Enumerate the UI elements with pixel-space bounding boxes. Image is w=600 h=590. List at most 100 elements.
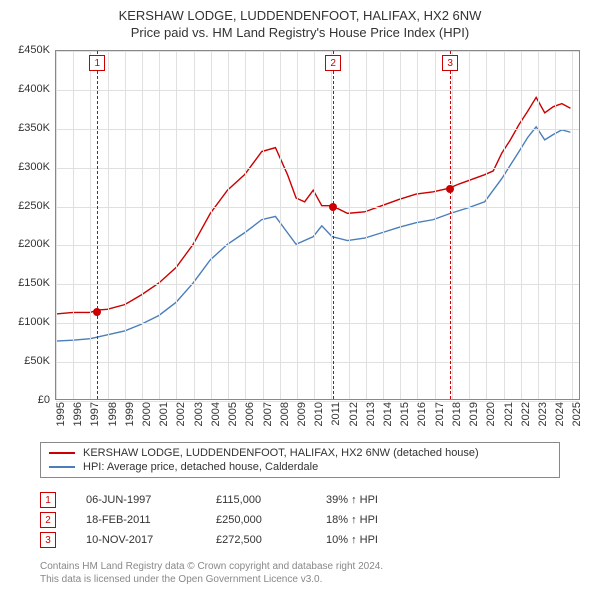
x-tick-label: 1996 (72, 402, 84, 426)
event-marker (446, 185, 454, 193)
y-tick-label: £150K (18, 277, 50, 289)
x-tick-label: 2011 (330, 402, 342, 426)
legend-swatch (49, 466, 75, 468)
gridline-v (486, 51, 487, 399)
legend-swatch (49, 452, 75, 454)
gridline-v (366, 51, 367, 399)
legend-label: HPI: Average price, detached house, Cald… (83, 461, 318, 473)
x-tick-label: 2025 (571, 402, 583, 426)
x-tick-label: 1995 (55, 402, 67, 426)
x-tick-label: 2005 (227, 402, 239, 426)
transaction-row: 218-FEB-2011£250,00018% ↑ HPI (40, 510, 560, 530)
x-tick-label: 2009 (296, 402, 308, 426)
x-axis: 1995199619971998199920002001200220032004… (55, 400, 580, 440)
y-tick-label: £250K (18, 200, 50, 212)
transaction-date: 06-JUN-1997 (86, 494, 186, 506)
gridline-v (297, 51, 298, 399)
gridline-v (159, 51, 160, 399)
gridline-v (555, 51, 556, 399)
legend-label: KERSHAW LODGE, LUDDENDENFOOT, HALIFAX, H… (83, 447, 479, 459)
gridline-v (125, 51, 126, 399)
y-tick-label: £200K (18, 238, 50, 250)
gridline-v (572, 51, 573, 399)
x-tick-label: 2015 (399, 402, 411, 426)
gridline-h (56, 284, 579, 285)
gridline-v (349, 51, 350, 399)
transaction-date: 10-NOV-2017 (86, 534, 186, 546)
y-tick-label: £450K (18, 44, 50, 56)
y-tick-label: £50K (24, 355, 50, 367)
x-tick-label: 2001 (158, 402, 170, 426)
gridline-v (435, 51, 436, 399)
transaction-pct: 18% ↑ HPI (326, 514, 416, 526)
gridline-v (73, 51, 74, 399)
gridline-v (383, 51, 384, 399)
gridline-v (314, 51, 315, 399)
x-tick-label: 2002 (175, 402, 187, 426)
footer: Contains HM Land Registry data © Crown c… (40, 560, 383, 586)
gridline-v (194, 51, 195, 399)
gridline-v (211, 51, 212, 399)
x-tick-label: 1998 (107, 402, 119, 426)
gridline-v (452, 51, 453, 399)
gridline-h (56, 51, 579, 52)
gridline-v (108, 51, 109, 399)
x-tick-label: 2004 (210, 402, 222, 426)
y-tick-label: £100K (18, 316, 50, 328)
legend-row: HPI: Average price, detached house, Cald… (49, 460, 551, 474)
event-marker (93, 308, 101, 316)
gridline-h (56, 245, 579, 246)
gridline-h (56, 207, 579, 208)
x-tick-label: 2020 (485, 402, 497, 426)
gridline-v (90, 51, 91, 399)
x-tick-label: 2012 (348, 402, 360, 426)
transaction-row: 106-JUN-1997£115,00039% ↑ HPI (40, 490, 560, 510)
x-tick-label: 2007 (262, 402, 274, 426)
event-line (333, 51, 334, 399)
gridline-v (245, 51, 246, 399)
x-tick-label: 2023 (537, 402, 549, 426)
title-block: KERSHAW LODGE, LUDDENDENFOOT, HALIFAX, H… (0, 0, 600, 44)
gridline-h (56, 323, 579, 324)
gridline-v (263, 51, 264, 399)
transaction-price: £272,500 (216, 534, 296, 546)
gridline-v (142, 51, 143, 399)
event-box: 3 (442, 55, 458, 71)
transaction-pct: 39% ↑ HPI (326, 494, 416, 506)
gridline-v (521, 51, 522, 399)
x-tick-label: 2016 (416, 402, 428, 426)
chart-svg (56, 51, 579, 399)
y-tick-label: £400K (18, 83, 50, 95)
x-tick-label: 2010 (313, 402, 325, 426)
title-line1: KERSHAW LODGE, LUDDENDENFOOT, HALIFAX, H… (20, 8, 580, 23)
gridline-v (228, 51, 229, 399)
gridline-v (280, 51, 281, 399)
gridline-v (504, 51, 505, 399)
x-tick-label: 2013 (365, 402, 377, 426)
gridline-h (56, 168, 579, 169)
transaction-box: 2 (40, 512, 56, 528)
transaction-box: 1 (40, 492, 56, 508)
x-tick-label: 2014 (382, 402, 394, 426)
event-line (450, 51, 451, 399)
gridline-v (469, 51, 470, 399)
gridline-h (56, 90, 579, 91)
x-tick-label: 2000 (141, 402, 153, 426)
x-tick-label: 1997 (89, 402, 101, 426)
x-tick-label: 2021 (503, 402, 515, 426)
transaction-pct: 10% ↑ HPI (326, 534, 416, 546)
event-marker (329, 203, 337, 211)
x-tick-label: 2006 (244, 402, 256, 426)
legend: KERSHAW LODGE, LUDDENDENFOOT, HALIFAX, H… (40, 442, 560, 478)
gridline-h (56, 362, 579, 363)
footer-line1: Contains HM Land Registry data © Crown c… (40, 560, 383, 573)
chart-container: KERSHAW LODGE, LUDDENDENFOOT, HALIFAX, H… (0, 0, 600, 590)
gridline-v (176, 51, 177, 399)
event-box: 2 (325, 55, 341, 71)
y-tick-label: £300K (18, 161, 50, 173)
footer-line2: This data is licensed under the Open Gov… (40, 573, 383, 586)
plot-area: 123 (55, 50, 580, 400)
gridline-v (400, 51, 401, 399)
y-tick-label: £0 (38, 394, 50, 406)
transaction-price: £250,000 (216, 514, 296, 526)
